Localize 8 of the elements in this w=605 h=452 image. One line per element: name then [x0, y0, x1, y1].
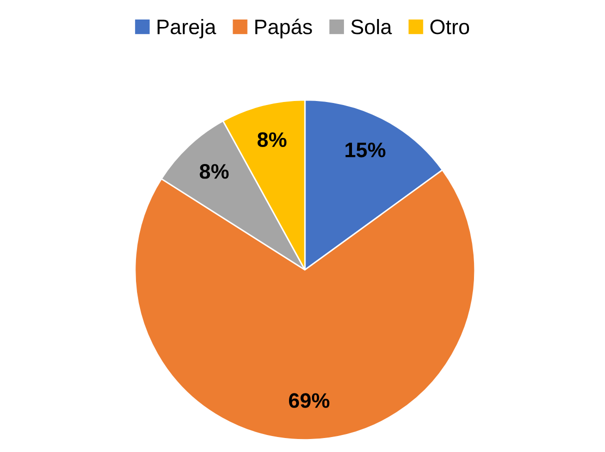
data-label: 8% [258, 132, 286, 148]
data-label: 69% [289, 393, 330, 408]
legend-label: Sola [351, 18, 392, 34]
data-label: 8% [200, 164, 229, 179]
legend-label: Pareja [158, 18, 216, 38]
legend-label: Otro [430, 20, 470, 34]
legend-label: Papás [255, 18, 312, 38]
data-label: 15% [346, 142, 386, 158]
